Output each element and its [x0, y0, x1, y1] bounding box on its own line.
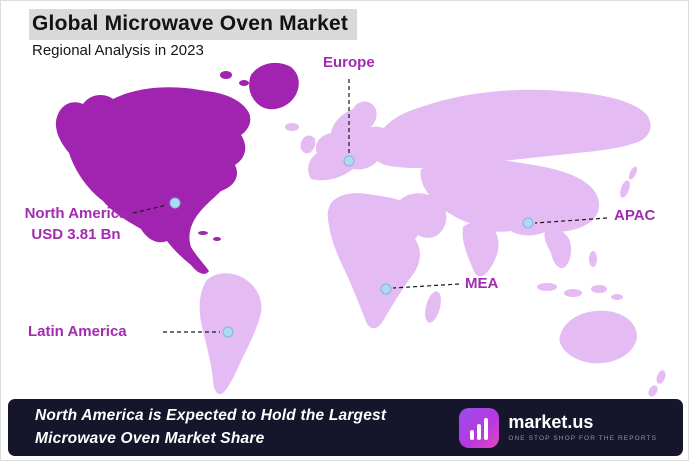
label-north-america: North America: [24, 205, 128, 222]
logo-brand-name: market.us: [508, 411, 594, 432]
island-iceland: [285, 123, 299, 131]
region-east-asia: [420, 159, 600, 236]
island-arctic-2: [239, 80, 249, 86]
island-japan-1: [620, 180, 630, 198]
bottom-banner: North America is Expected to Hold the La…: [8, 399, 683, 456]
marketus-logo: market.us ONE STOP SHOP FOR THE REPORTS: [459, 407, 657, 448]
banner-line-1: North America is Expected to Hold the La…: [35, 407, 387, 425]
label-apac: APAC: [614, 207, 656, 224]
logo-bar-icon: [470, 429, 475, 440]
continent-europe: [308, 101, 396, 181]
island-arctic-1: [220, 71, 232, 79]
island-philippines: [589, 251, 597, 267]
banner-line-2: Microwave Oven Market Share: [35, 429, 265, 447]
marker-latin-america: [222, 326, 234, 338]
logo-bar-icon: [477, 423, 482, 440]
island-indonesia-1: [537, 283, 557, 291]
island-caribbean-2: [213, 237, 221, 241]
region-north-asia: [372, 89, 651, 168]
marker-mea: [380, 283, 392, 295]
island-greenland-highlighted: [249, 62, 299, 110]
marker-europe: [343, 155, 355, 167]
island-indonesia-4: [611, 294, 623, 300]
callout-line-north-america: [132, 204, 168, 214]
label-europe: Europe: [323, 54, 375, 71]
banner-text: North America is Expected to Hold the La…: [35, 405, 386, 450]
value-north-america: USD 3.81 Bn: [31, 226, 121, 243]
logo-text-block: market.us ONE STOP SHOP FOR THE REPORTS: [508, 411, 657, 443]
label-latin-america: Latin America: [28, 323, 127, 340]
page-title: Global Microwave Oven Market: [29, 9, 358, 40]
continent-australia: [559, 310, 637, 364]
label-mea: MEA: [465, 275, 499, 292]
marketus-logo-icon: [459, 407, 500, 448]
continent-africa: [327, 193, 422, 329]
island-caribbean-1: [198, 231, 208, 235]
island-indonesia-2: [564, 289, 582, 297]
logo-bar-icon: [484, 417, 489, 440]
marker-apac: [522, 217, 534, 229]
island-uk: [300, 135, 316, 154]
island-new-zealand-2: [648, 385, 658, 397]
island-madagascar: [425, 291, 441, 323]
page-subtitle: Regional Analysis in 2023: [32, 42, 204, 59]
label-north-america-block: North America USD 3.81 Bn: [9, 203, 143, 245]
region-india: [462, 222, 499, 277]
island-new-zealand-1: [656, 370, 666, 384]
callout-line-apac: [534, 217, 608, 224]
logo-tagline: ONE STOP SHOP FOR THE REPORTS: [508, 435, 657, 443]
island-indonesia-3: [591, 285, 607, 293]
region-middle-east: [398, 193, 447, 238]
marker-north-america: [169, 197, 181, 209]
continent-north-america-highlighted: [55, 87, 251, 274]
island-japan-2: [628, 166, 638, 180]
region-southeast-asia: [544, 228, 572, 269]
